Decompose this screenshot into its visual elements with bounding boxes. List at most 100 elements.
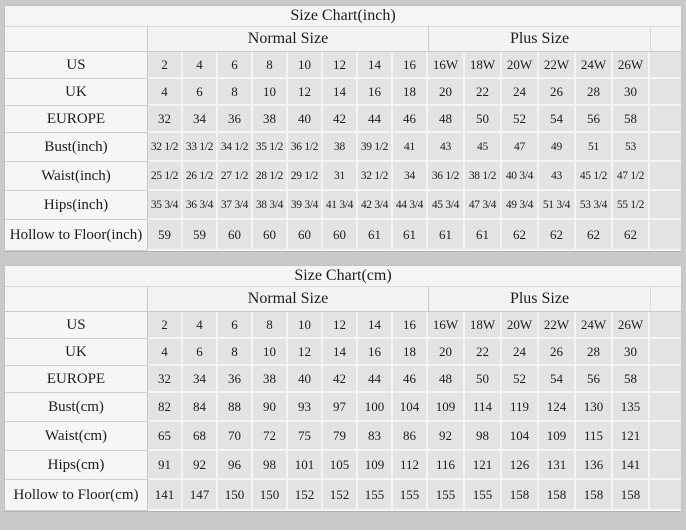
value-cell: 62 xyxy=(576,220,613,251)
value-cell: 10 xyxy=(253,79,288,106)
value-cell: 150 xyxy=(253,480,288,511)
value-cell: 56 xyxy=(576,106,613,133)
value-cell: 54 xyxy=(539,106,576,133)
row-label: US xyxy=(5,312,148,339)
value-cell: 62 xyxy=(613,220,650,251)
value-cell: 46 xyxy=(393,366,428,393)
value-cell: 97 xyxy=(323,393,358,422)
value-cell: 75 xyxy=(288,422,323,451)
value-cell: 79 xyxy=(323,422,358,451)
value-cell: 121 xyxy=(613,422,650,451)
value-cell: 50 xyxy=(465,106,502,133)
value-cell: 35 1/2 xyxy=(253,133,288,162)
value-cell: 56 xyxy=(576,366,613,393)
value-cell: 30 xyxy=(613,79,650,106)
value-cell: 37 3/4 xyxy=(218,191,253,220)
value-cell: 158 xyxy=(539,480,576,511)
value-cell: 14 xyxy=(323,339,358,366)
value-cell: 84 xyxy=(183,393,218,422)
value-cell: 98 xyxy=(465,422,502,451)
group-filler-cell xyxy=(650,287,682,312)
value-cell: 50 xyxy=(465,366,502,393)
value-cell: 32 xyxy=(148,366,183,393)
value-cell: 34 1/2 xyxy=(218,133,253,162)
filler-cell xyxy=(650,339,682,366)
value-cell: 2 xyxy=(148,312,183,339)
value-cell: 135 xyxy=(613,393,650,422)
value-cell: 4 xyxy=(148,339,183,366)
value-cell: 24W xyxy=(576,52,613,79)
value-cell: 24 xyxy=(502,79,539,106)
value-cell: 59 xyxy=(148,220,183,251)
value-cell: 124 xyxy=(539,393,576,422)
value-cell: 27 1/2 xyxy=(218,162,253,191)
value-cell: 22W xyxy=(539,52,576,79)
filler-cell xyxy=(650,480,682,511)
value-cell: 8 xyxy=(218,339,253,366)
value-cell: 55 1/2 xyxy=(613,191,650,220)
row-label: UK xyxy=(5,339,148,366)
table-title: Size Chart(cm) xyxy=(5,266,682,287)
value-cell: 92 xyxy=(183,451,218,480)
value-cell: 14 xyxy=(358,312,393,339)
value-cell: 32 1/2 xyxy=(358,162,393,191)
row-label: Bust(cm) xyxy=(5,393,148,422)
value-cell: 158 xyxy=(576,480,613,511)
value-cell: 38 3/4 xyxy=(253,191,288,220)
value-cell: 44 xyxy=(358,366,393,393)
value-cell: 61 xyxy=(428,220,465,251)
table-row: Waist(inch) 25 1/2 26 1/2 27 1/2 28 1/2 29 1/… xyxy=(5,162,682,191)
value-cell: 33 1/2 xyxy=(183,133,218,162)
value-cell: 35 3/4 xyxy=(148,191,183,220)
value-cell: 14 xyxy=(358,52,393,79)
value-cell: 18W xyxy=(465,52,502,79)
value-cell: 112 xyxy=(393,451,428,480)
value-cell: 88 xyxy=(218,393,253,422)
value-cell: 90 xyxy=(253,393,288,422)
value-cell: 30 xyxy=(613,339,650,366)
value-cell: 86 xyxy=(393,422,428,451)
row-label: EUROPE xyxy=(5,106,148,133)
value-cell: 43 xyxy=(539,162,576,191)
value-cell: 12 xyxy=(288,339,323,366)
value-cell: 51 3/4 xyxy=(539,191,576,220)
row-label: UK xyxy=(5,79,148,106)
value-cell: 152 xyxy=(288,480,323,511)
filler-cell xyxy=(650,79,682,106)
value-cell: 18 xyxy=(393,339,428,366)
value-cell: 8 xyxy=(253,312,288,339)
table-row: Bust(cm) 82 84 88 90 93 97 100 104 109 114 119 124 13… xyxy=(5,393,682,422)
row-label: Waist(cm) xyxy=(5,422,148,451)
value-cell: 91 xyxy=(148,451,183,480)
value-cell: 22 xyxy=(465,339,502,366)
value-cell: 26 xyxy=(539,339,576,366)
filler-cell xyxy=(650,133,682,162)
value-cell: 36 1/2 xyxy=(288,133,323,162)
value-cell: 28 xyxy=(576,339,613,366)
value-cell: 155 xyxy=(358,480,393,511)
value-cell: 28 xyxy=(576,79,613,106)
value-cell: 16 xyxy=(393,312,428,339)
value-cell: 121 xyxy=(465,451,502,480)
table-title: Size Chart(inch) xyxy=(5,6,682,27)
filler-cell xyxy=(650,52,682,79)
value-cell: 72 xyxy=(253,422,288,451)
value-cell: 32 xyxy=(148,106,183,133)
value-cell: 54 xyxy=(539,366,576,393)
size-chart-inch-table: Size Chart(inch) Normal Size Plus Size US 2 4… xyxy=(4,5,683,252)
value-cell: 58 xyxy=(613,106,650,133)
row-label: Bust(inch) xyxy=(5,133,148,162)
value-cell: 60 xyxy=(253,220,288,251)
value-cell: 109 xyxy=(539,422,576,451)
value-cell: 41 xyxy=(393,133,428,162)
group-header-normal-size: Normal Size xyxy=(148,287,428,312)
row-label: EUROPE xyxy=(5,366,148,393)
filler-cell xyxy=(650,220,682,251)
value-cell: 16 xyxy=(358,79,393,106)
value-cell: 131 xyxy=(539,451,576,480)
size-chart-cm-table: Size Chart(cm) Normal Size Plus Size US 2 4 6 8… xyxy=(4,265,683,512)
value-cell: 22W xyxy=(539,312,576,339)
value-cell: 20 xyxy=(428,79,465,106)
value-cell: 12 xyxy=(323,312,358,339)
value-cell: 59 xyxy=(183,220,218,251)
